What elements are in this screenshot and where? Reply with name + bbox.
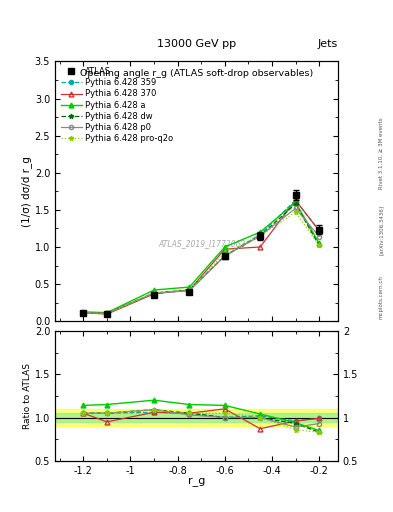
Text: Rivet 3.1.10, ≥ 3M events: Rivet 3.1.10, ≥ 3M events: [379, 118, 384, 189]
Text: mcplots.cern.ch: mcplots.cern.ch: [379, 275, 384, 319]
Text: ATLAS_2019_I1772062: ATLAS_2019_I1772062: [158, 239, 246, 248]
Y-axis label: Ratio to ATLAS: Ratio to ATLAS: [23, 363, 32, 429]
Text: 13000 GeV pp: 13000 GeV pp: [157, 38, 236, 49]
Text: Jets: Jets: [318, 38, 338, 49]
Text: [arXiv:1306.3436]: [arXiv:1306.3436]: [379, 205, 384, 255]
X-axis label: r_g: r_g: [188, 477, 205, 487]
Legend: ATLAS, Pythia 6.428 359, Pythia 6.428 370, Pythia 6.428 a, Pythia 6.428 dw, Pyth: ATLAS, Pythia 6.428 359, Pythia 6.428 37…: [59, 66, 175, 144]
Text: Opening angle r_g (ATLAS soft-drop observables): Opening angle r_g (ATLAS soft-drop obser…: [80, 69, 313, 78]
Y-axis label: (1/σ) dσ/d r_g: (1/σ) dσ/d r_g: [21, 156, 32, 227]
Bar: [55, 413, 338, 422]
Bar: [55, 409, 338, 426]
